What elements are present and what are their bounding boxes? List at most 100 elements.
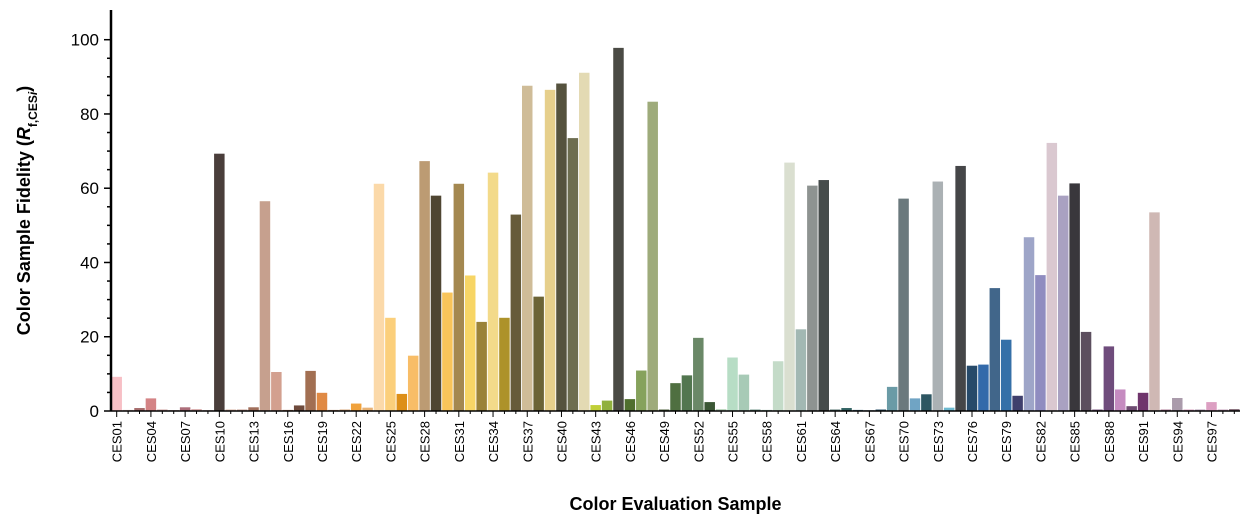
bar-group: [111, 47, 1240, 412]
x-tick-label-ces40: CES40: [554, 421, 569, 462]
bar-ces79: [1000, 339, 1012, 411]
y-tick-label: 60: [80, 179, 99, 198]
bar-ces70: [898, 198, 909, 411]
bar-ces17: [293, 405, 305, 411]
bar-ces92: [1149, 212, 1160, 411]
bar-ces82: [1035, 275, 1046, 411]
x-tick-label-ces19: CES19: [315, 421, 330, 462]
x-tick-label-ces82: CES82: [1033, 421, 1048, 462]
bar-ces43: [590, 405, 601, 411]
x-tick-label-ces64: CES64: [828, 421, 843, 462]
bar-ces77: [978, 364, 989, 411]
x-tick-label-ces07: CES07: [178, 421, 193, 462]
x-tick-label-ces37: CES37: [520, 421, 535, 462]
bar-ces56: [738, 374, 750, 411]
bar-ces37: [522, 85, 533, 412]
bar-ces84: [1057, 195, 1069, 411]
bar-ces13: [248, 407, 259, 411]
x-tick-label-ces79: CES79: [999, 421, 1014, 462]
bar-ces25: [385, 317, 396, 411]
bar-ces69: [886, 386, 898, 411]
bar-ces52: [693, 337, 704, 411]
bar-ces59: [772, 361, 784, 411]
bar-ces15: [271, 372, 282, 411]
bar-ces14: [259, 201, 271, 411]
bar-ces88: [1103, 346, 1115, 411]
x-tick-label-ces73: CES73: [931, 421, 946, 462]
y-tick-label: 80: [80, 105, 99, 124]
x-axis-tick-labels: CES01 CES04 CES07 CES10 CES13 CES16 CES19 CES22…: [110, 411, 1235, 462]
bar-ces72: [921, 394, 932, 411]
bar-ces18: [305, 370, 316, 411]
x-tick-label-ces91: CES91: [1136, 421, 1151, 462]
bar-ces89: [1115, 389, 1126, 411]
x-tick-label-ces25: CES25: [383, 421, 398, 462]
x-tick-label-ces13: CES13: [247, 421, 262, 462]
bar-ces80: [1012, 395, 1023, 411]
bar-ces50: [670, 383, 681, 411]
x-tick-label-ces58: CES58: [760, 421, 775, 462]
x-tick-label-ces67: CES67: [862, 421, 877, 462]
bar-ces30: [442, 292, 453, 411]
x-tick-label-ces61: CES61: [794, 421, 809, 462]
x-tick-label-ces52: CES52: [691, 421, 706, 462]
x-tick-label-ces70: CES70: [897, 421, 912, 462]
bar-ces73: [932, 181, 944, 411]
bar-ces81: [1023, 237, 1035, 411]
bar-ces76: [966, 365, 978, 411]
bar-ces62: [807, 185, 818, 411]
x-tick-label-ces76: CES76: [965, 421, 980, 462]
y-axis-title: Color Sample Fidelity (Rf,CESi): [14, 86, 40, 335]
bar-ces78: [989, 288, 1001, 411]
x-tick-label-ces85: CES85: [1068, 421, 1083, 462]
bar-ces34: [487, 172, 499, 411]
y-tick-label: 40: [80, 253, 99, 272]
bar-ces54: [715, 409, 727, 411]
bar-ces83: [1046, 142, 1058, 412]
bar-ces60: [784, 162, 795, 411]
y-axis-title-main: Color Sample Fidelity (: [14, 140, 34, 335]
x-tick-label-ces34: CES34: [486, 421, 501, 462]
y-tick-label: 20: [80, 328, 99, 347]
x-tick-label-ces88: CES88: [1102, 421, 1117, 462]
bar-ces65: [841, 408, 852, 411]
bar-ces03: [134, 408, 145, 411]
bar-ces23: [362, 407, 373, 411]
x-tick-label-ces10: CES10: [212, 421, 227, 462]
bar-ces32: [464, 275, 476, 411]
x-tick-label-ces55: CES55: [726, 421, 741, 462]
x-tick-label-ces28: CES28: [418, 421, 433, 462]
bar-ces47: [636, 370, 647, 411]
bar-ces75: [955, 165, 966, 411]
bar-ces08: [191, 409, 202, 411]
x-tick-label-ces04: CES04: [144, 421, 159, 462]
y-axis-title-symbol: R: [14, 127, 34, 140]
bar-ces36: [510, 214, 522, 411]
bar-ces45: [613, 47, 624, 412]
bar-ces55: [727, 357, 738, 411]
x-axis-title: Color Evaluation Sample: [569, 494, 781, 514]
x-tick-label-ces16: CES16: [281, 421, 296, 462]
bar-ces04: [145, 398, 157, 411]
bar-ces40: [556, 83, 567, 412]
bar-ces85: [1069, 183, 1080, 411]
x-tick-label-ces43: CES43: [589, 421, 604, 462]
bar-ces10: [214, 153, 225, 411]
x-tick-label-ces01: CES01: [110, 421, 125, 462]
bar-ces39: [544, 89, 556, 411]
bar-ces97: [1206, 402, 1217, 411]
bar-ces42: [579, 72, 590, 411]
x-tick-label-ces97: CES97: [1204, 421, 1219, 462]
bar-ces71: [909, 398, 921, 411]
bar-ces91: [1137, 392, 1149, 411]
bar-ces33: [476, 321, 487, 411]
y-axis-title-close: ): [14, 86, 34, 92]
bar-ces51: [681, 375, 693, 411]
y-axis-title-subscript-index: i: [26, 91, 40, 95]
x-tick-label-ces22: CES22: [349, 421, 364, 462]
bar-ces99: [1229, 409, 1240, 411]
bar-ces48: [647, 101, 658, 412]
x-tick-label-ces94: CES94: [1170, 421, 1185, 462]
x-tick-label-ces49: CES49: [657, 421, 672, 462]
